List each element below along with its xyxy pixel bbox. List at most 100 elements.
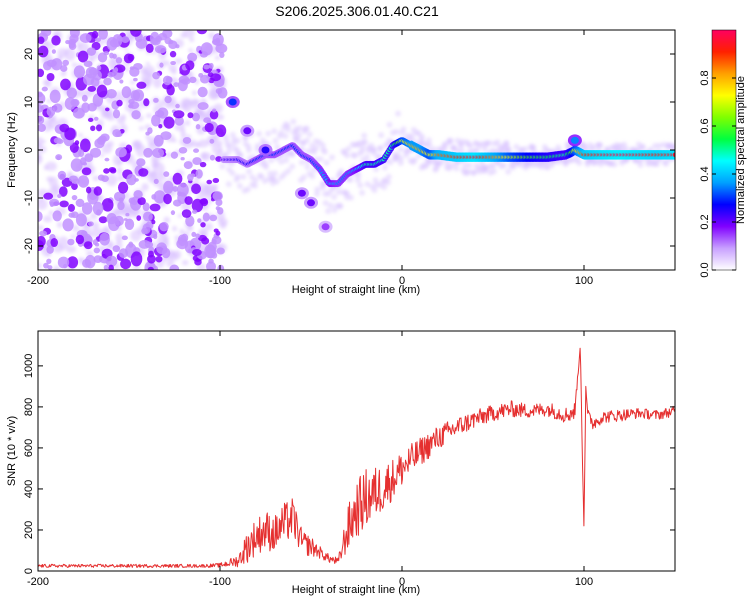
noise-speckle bbox=[180, 32, 187, 39]
noise-speckle bbox=[84, 254, 96, 269]
noise-speckle bbox=[80, 138, 91, 153]
noise-speckle bbox=[57, 193, 62, 199]
ridge-envelope bbox=[397, 159, 404, 166]
noise-speckle bbox=[60, 71, 67, 77]
ridge-envelope bbox=[355, 172, 362, 179]
noise-speckle bbox=[180, 132, 187, 139]
noise-speckle bbox=[151, 114, 161, 127]
ridge-envelope bbox=[351, 152, 358, 159]
noise-speckle bbox=[94, 242, 100, 247]
ridge-envelope bbox=[611, 161, 618, 168]
spectrogram-x-axis: -200 -100 0 100 bbox=[27, 30, 593, 287]
noise-speckle bbox=[69, 142, 79, 153]
noise-speckle bbox=[158, 123, 163, 129]
noise-speckle bbox=[192, 157, 202, 166]
noise-speckle bbox=[164, 95, 172, 104]
noise-speckle bbox=[153, 178, 159, 185]
ridge-envelope bbox=[322, 148, 329, 155]
ridge-envelope bbox=[576, 159, 583, 166]
noise-speckle bbox=[189, 37, 195, 43]
noise-speckle bbox=[46, 98, 52, 104]
noise-speckle bbox=[124, 67, 130, 72]
noise-speckle bbox=[145, 43, 154, 54]
noise-speckle bbox=[50, 238, 59, 248]
noise-speckle bbox=[104, 157, 110, 162]
ridge-envelope bbox=[400, 126, 407, 133]
noise-speckle bbox=[199, 161, 207, 168]
x-tick-label: 100 bbox=[575, 275, 593, 287]
ridge-envelope bbox=[432, 166, 439, 173]
noise-speckle bbox=[172, 250, 182, 260]
ridge-envelope bbox=[522, 146, 529, 153]
ridge-envelope bbox=[274, 144, 281, 151]
noise-speckle bbox=[151, 194, 157, 200]
noise-speckle bbox=[60, 78, 71, 91]
spectral-blob-core bbox=[321, 223, 330, 231]
ridge-envelope bbox=[254, 142, 261, 149]
noise-speckle bbox=[112, 245, 121, 253]
noise-speckle bbox=[87, 85, 97, 92]
noise-speckle bbox=[38, 45, 49, 58]
y-tick-label: 0 bbox=[23, 147, 35, 153]
noise-speckle bbox=[57, 48, 69, 58]
noise-speckle bbox=[178, 147, 188, 154]
ridge-envelope bbox=[386, 121, 393, 128]
noise-speckle bbox=[59, 200, 69, 208]
x-tick-label: -100 bbox=[209, 275, 231, 287]
noise-speckle bbox=[62, 59, 70, 66]
noise-speckle bbox=[56, 138, 64, 144]
noise-speckle bbox=[115, 232, 124, 243]
chart-title: S206.2025.306.01.40.C21 bbox=[275, 3, 439, 19]
ridge-envelope bbox=[462, 162, 469, 169]
noise-speckle bbox=[92, 201, 104, 216]
noise-speckle bbox=[163, 180, 174, 194]
noise-speckle bbox=[189, 76, 197, 84]
noise-speckle bbox=[77, 175, 90, 188]
noise-speckle bbox=[129, 66, 140, 77]
noise-speckle bbox=[58, 186, 68, 197]
ridge-envelope bbox=[458, 142, 465, 149]
noise-speckle bbox=[49, 198, 60, 207]
noise-speckle bbox=[192, 248, 202, 256]
ridge-envelope bbox=[345, 145, 352, 152]
y-tick-label: -10 bbox=[23, 190, 35, 206]
noise-speckle bbox=[211, 238, 217, 245]
noise-speckle bbox=[172, 186, 179, 192]
y-tick-label: 400 bbox=[23, 480, 35, 498]
y-tick-label: 600 bbox=[23, 439, 35, 457]
ridge-envelope bbox=[304, 137, 311, 144]
ridge-envelope bbox=[486, 139, 493, 146]
noise-speckle bbox=[99, 232, 110, 246]
spectral-blob-core bbox=[307, 199, 315, 207]
noise-speckle bbox=[143, 147, 153, 158]
ridge-envelope bbox=[474, 147, 481, 154]
noise-speckle bbox=[209, 109, 219, 120]
ridge-envelope bbox=[597, 142, 604, 149]
noise-speckle bbox=[121, 36, 130, 44]
ridge-envelope bbox=[290, 118, 297, 125]
ridge-envelope bbox=[362, 138, 369, 145]
noise-speckle bbox=[38, 123, 46, 132]
noise-speckle bbox=[75, 213, 87, 227]
noise-speckle bbox=[86, 47, 97, 56]
noise-speckle bbox=[173, 82, 179, 88]
noise-speckle bbox=[214, 55, 221, 61]
noise-speckle bbox=[150, 37, 161, 46]
ridge-envelope bbox=[317, 156, 324, 163]
noise-speckle bbox=[56, 155, 61, 161]
noise-speckle bbox=[92, 70, 102, 81]
ridge-envelope bbox=[285, 167, 292, 174]
x-tick-label: -200 bbox=[27, 576, 49, 588]
noise-speckle bbox=[103, 264, 109, 270]
noise-speckle bbox=[106, 213, 117, 225]
noise-speckle bbox=[51, 58, 63, 71]
ridge-envelope bbox=[470, 169, 477, 176]
noise-speckle bbox=[118, 197, 124, 203]
y-tick-label: 0 bbox=[23, 568, 35, 574]
noise-speckle bbox=[197, 218, 202, 223]
noise-speckle bbox=[138, 126, 144, 131]
colorbar: 0.0 0.2 0.4 0.6 0.8 Normalized spectral ampl… bbox=[699, 29, 747, 278]
noise-speckle bbox=[78, 257, 83, 263]
noise-speckle bbox=[187, 52, 198, 62]
ridge-envelope bbox=[426, 142, 433, 149]
